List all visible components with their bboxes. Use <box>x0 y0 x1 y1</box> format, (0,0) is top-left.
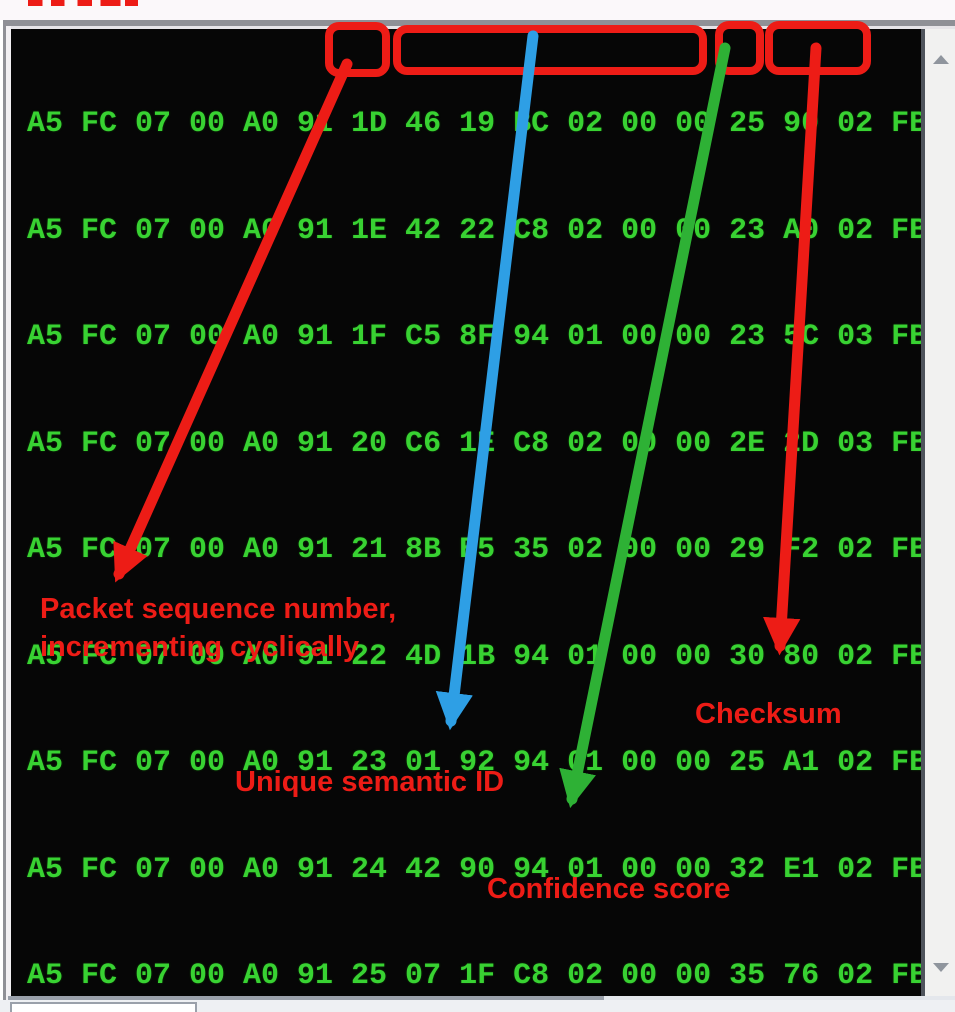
panel-border-left-highlight <box>6 26 11 1012</box>
scroll-up-icon[interactable] <box>933 55 949 64</box>
packet-sequence-label-line2: incrementing cyclically <box>40 631 360 663</box>
panel-border-left <box>3 20 6 1012</box>
hex-row: A5 FC 07 00 A0 91 24 42 90 94 01 00 00 3… <box>27 852 921 887</box>
window-top-strip <box>0 0 955 20</box>
packet-sequence-label: Packet sequence number, incrementing cyc… <box>40 590 396 666</box>
hex-row: A5 FC 07 00 A0 91 20 C6 1E C8 02 00 00 2… <box>27 426 921 461</box>
hex-row: A5 FC 07 00 A0 91 21 8B B5 35 02 00 00 2… <box>27 533 921 567</box>
horizontal-scrollbar-thumb[interactable] <box>10 1002 197 1012</box>
hex-row: A5 FC 07 00 A0 91 25 07 1F C8 02 00 00 3… <box>27 959 921 993</box>
hex-row: A5 FC 07 00 A0 91 1D 46 19 BC 02 00 00 2… <box>27 107 921 141</box>
cropped-red-text-fragment <box>28 0 138 6</box>
packet-sequence-label-line1: Packet sequence number, <box>40 593 397 625</box>
hex-row: A5 FC 07 00 A0 91 1E 42 22 C8 02 00 00 2… <box>27 213 921 248</box>
panel-border-bottom <box>8 996 604 1000</box>
hex-dump-area[interactable]: A5 FC 07 00 A0 91 1D 46 19 BC 02 00 00 2… <box>11 29 921 996</box>
panel-border-bottom-light <box>604 996 955 1000</box>
unique-semantic-id-label: Unique semantic ID <box>235 766 505 798</box>
confidence-score-label: Confidence score <box>487 873 731 905</box>
checksum-label: Checksum <box>695 698 842 730</box>
hex-dump-text: A5 FC 07 00 A0 91 1D 46 19 BC 02 00 00 2… <box>27 36 921 996</box>
hex-row: A5 FC 07 00 A0 91 1F C5 8F 94 01 00 00 2… <box>27 320 921 354</box>
vertical-scrollbar[interactable] <box>925 29 955 996</box>
scroll-down-icon[interactable] <box>933 963 949 972</box>
panel-border-top <box>3 20 955 26</box>
panel-border-right <box>921 29 925 996</box>
horizontal-scrollbar[interactable] <box>0 1000 955 1012</box>
